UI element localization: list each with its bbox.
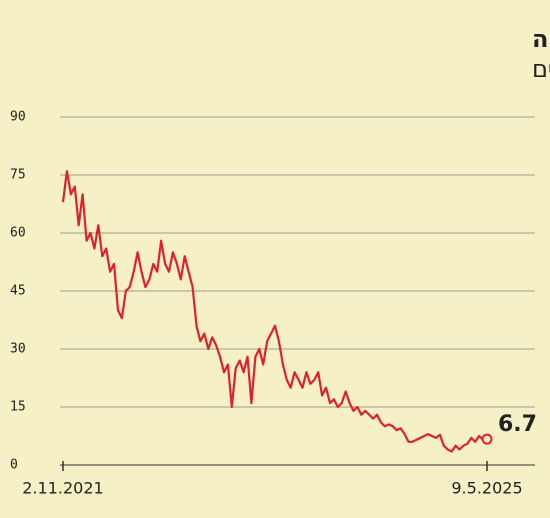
y-tick-label: 45 [10, 284, 26, 299]
x-tick-label: 9.5.2025 [451, 479, 522, 498]
y-tick-label: 15 [10, 400, 26, 415]
end-label: 6.7 [498, 412, 537, 437]
chart-subtitle: בדולרים [532, 55, 550, 83]
x-tick-label: 2.11.2021 [22, 479, 103, 498]
end-marker [481, 433, 493, 445]
y-tick-label: 0 [10, 458, 18, 473]
line [61, 170, 488, 453]
y-tick-label: 75 [10, 168, 26, 183]
y-tick-label: 90 [10, 110, 26, 125]
y-tick-label: 30 [10, 342, 26, 357]
chart-title: מניית באמבל צנחה ב־90% מאז ההנפקה [532, 25, 550, 53]
y-tick-label: 60 [10, 226, 26, 241]
